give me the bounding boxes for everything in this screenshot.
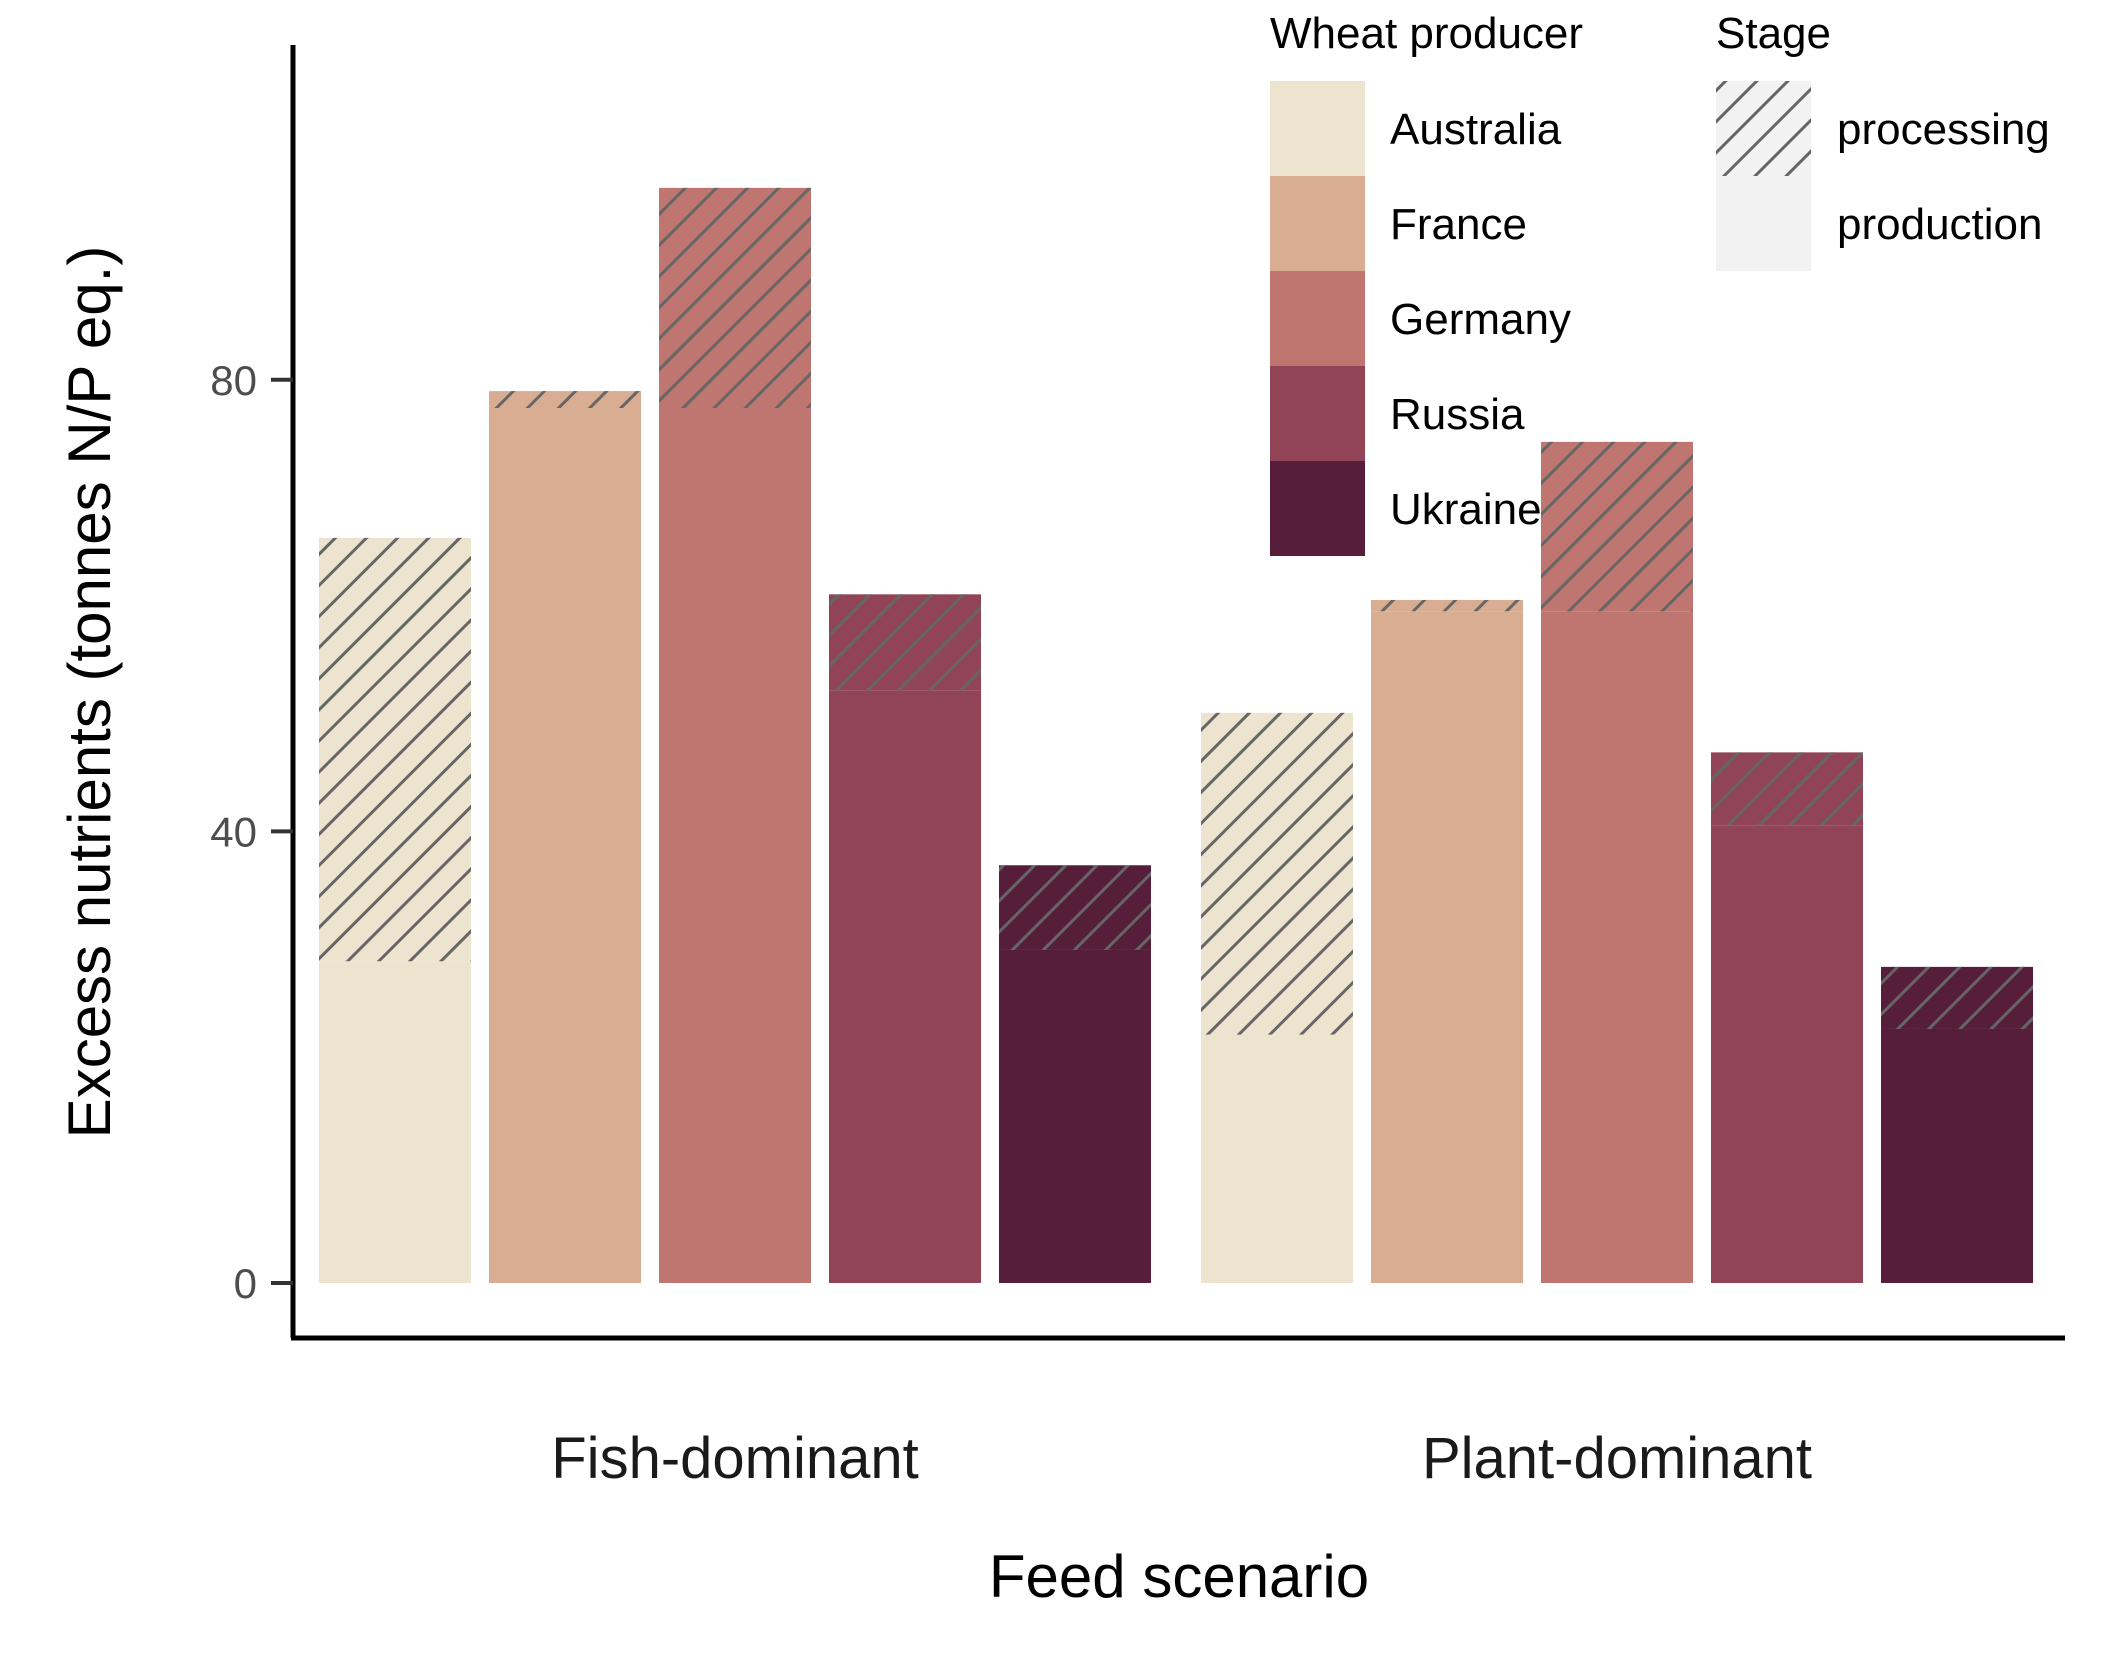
bar-processing-hatch-plant-dominant-germany	[1541, 441, 1693, 612]
bar-processing-hatch-fish-dominant-australia	[319, 537, 471, 962]
y-tick-label-80: 80	[210, 357, 257, 404]
legend-label-production: production	[1837, 200, 2042, 249]
legend-key-ukraine	[1270, 461, 1365, 556]
legend-label-france: France	[1390, 200, 1527, 249]
y-tick-label-0: 0	[234, 1260, 257, 1307]
bar-processing-hatch-plant-dominant-australia	[1201, 712, 1353, 1035]
bar-production-fish-dominant-germany	[659, 408, 811, 1283]
bars-group	[319, 187, 2033, 1283]
legend-key-germany	[1270, 271, 1365, 366]
bar-processing-hatch-fish-dominant-france	[489, 391, 641, 409]
legend-title-producer: Wheat producer	[1270, 9, 1583, 58]
bar-processing-hatch-plant-dominant-france	[1371, 599, 1523, 612]
bar-processing-hatch-fish-dominant-ukraine	[999, 865, 1151, 950]
legend-title-stage: Stage	[1716, 9, 1831, 58]
bar-processing-hatch-plant-dominant-ukraine	[1881, 966, 2033, 1029]
legend-label-processing: processing	[1837, 105, 2050, 154]
y-axis-title: Excess nutrients (tonnes N/P eq.)	[56, 246, 123, 1139]
y-tick-label-40: 40	[210, 808, 257, 855]
bar-production-plant-dominant-france	[1371, 611, 1523, 1283]
bar-production-fish-dominant-ukraine	[999, 949, 1151, 1283]
legend-key-hatch-processing	[1716, 81, 1811, 176]
legend-label-russia: Russia	[1390, 390, 1525, 439]
legend-label-australia: Australia	[1390, 105, 1562, 154]
legend-key-france	[1270, 176, 1365, 271]
x-category-label-plant-dominant: Plant-dominant	[1422, 1426, 1812, 1491]
x-category-label-fish-dominant: Fish-dominant	[551, 1426, 918, 1491]
bar-processing-hatch-plant-dominant-russia	[1711, 752, 1863, 826]
axes-group: Fish-dominantPlant-dominant04080120Feed …	[56, 45, 2065, 1610]
bar-processing-hatch-fish-dominant-russia	[829, 594, 981, 691]
bar-production-fish-dominant-france	[489, 408, 641, 1283]
bar-production-plant-dominant-russia	[1711, 825, 1863, 1283]
legend-key-russia	[1270, 366, 1365, 461]
bar-production-plant-dominant-australia	[1201, 1034, 1353, 1283]
bar-production-fish-dominant-russia	[829, 690, 981, 1283]
bar-processing-hatch-fish-dominant-germany	[659, 187, 811, 409]
bar-production-fish-dominant-australia	[319, 961, 471, 1283]
legend-key-production	[1716, 176, 1811, 271]
legend-label-germany: Germany	[1390, 295, 1571, 344]
legend: Wheat producer Australia France Germany Russ…	[1270, 9, 2050, 556]
bar-production-plant-dominant-germany	[1541, 611, 1693, 1283]
legend-label-ukraine: Ukraine	[1390, 485, 1542, 534]
bar-production-plant-dominant-ukraine	[1881, 1028, 2033, 1283]
legend-key-australia	[1270, 81, 1365, 176]
x-axis-title: Feed scenario	[989, 1543, 1369, 1610]
